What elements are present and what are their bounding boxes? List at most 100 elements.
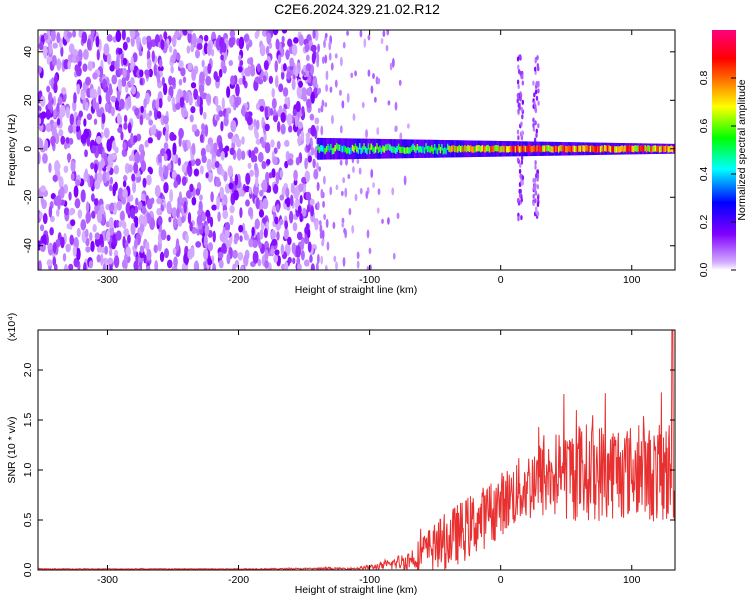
heatmap-cell bbox=[399, 132, 403, 141]
heatmap-cell bbox=[131, 173, 136, 182]
heatmap-cell bbox=[97, 171, 103, 184]
heatmap-cell bbox=[494, 144, 497, 152]
heatmap-cell bbox=[298, 34, 304, 47]
heatmap-cell bbox=[154, 259, 159, 270]
heatmap-cell bbox=[347, 146, 350, 154]
heatmap-cell bbox=[348, 148, 351, 155]
heatmap-cell bbox=[376, 127, 380, 136]
spectrogram-x-ticks: -300 -200 -100 0 100 bbox=[97, 30, 641, 286]
heatmap-cell bbox=[75, 54, 80, 64]
heatmap-cell bbox=[351, 144, 354, 152]
heatmap-cell bbox=[265, 171, 270, 183]
heatmap-cell bbox=[225, 111, 229, 120]
heatmap-cell bbox=[517, 135, 520, 141]
heatmap-cell bbox=[38, 260, 42, 270]
heatmap-cell bbox=[76, 83, 81, 95]
heatmap-cell bbox=[250, 150, 256, 163]
heatmap-cell bbox=[356, 146, 359, 153]
heatmap-cell bbox=[422, 146, 425, 153]
heatmap-cell bbox=[172, 142, 177, 156]
heatmap-cell bbox=[533, 137, 537, 143]
heatmap-cell bbox=[578, 145, 581, 152]
heatmap-cell bbox=[153, 63, 157, 77]
heatmap-cell bbox=[199, 85, 204, 99]
heatmap-cell bbox=[109, 184, 113, 192]
heatmap-cell bbox=[156, 72, 161, 84]
heatmap-cell bbox=[248, 238, 254, 248]
heatmap-cell bbox=[216, 114, 220, 121]
heatmap-cell bbox=[90, 162, 95, 170]
heatmap-cell bbox=[350, 72, 354, 78]
heatmap-cell bbox=[52, 42, 58, 49]
heatmap-cell bbox=[87, 60, 93, 72]
heatmap-cell bbox=[608, 145, 611, 152]
heatmap-cell bbox=[237, 251, 244, 261]
heatmap-cell bbox=[297, 205, 302, 215]
heatmap-cell bbox=[544, 145, 547, 152]
heatmap-cell bbox=[320, 145, 323, 152]
heatmap-cell bbox=[128, 155, 133, 162]
heatmap-cell bbox=[130, 56, 134, 68]
heatmap-cell bbox=[168, 216, 172, 223]
heatmap-cell bbox=[296, 263, 302, 270]
heatmap-cell bbox=[259, 105, 265, 112]
heatmap-cell bbox=[289, 194, 294, 207]
heatmap-cell bbox=[188, 94, 193, 106]
heatmap-cell bbox=[76, 247, 81, 261]
heatmap-cell bbox=[115, 230, 122, 241]
heatmap-cell bbox=[581, 144, 584, 152]
heatmap-cell bbox=[251, 226, 255, 237]
heatmap-cell bbox=[136, 37, 140, 50]
heatmap-cell bbox=[609, 146, 612, 153]
heatmap-cell bbox=[187, 248, 194, 260]
heatmap-cell bbox=[651, 145, 654, 153]
heatmap-cell bbox=[241, 222, 246, 235]
heatmap-cell bbox=[126, 36, 131, 43]
heatmap-cell bbox=[84, 228, 89, 238]
heatmap-cell bbox=[151, 50, 155, 63]
heatmap-cell bbox=[72, 30, 77, 38]
heatmap-cell bbox=[96, 109, 103, 118]
heatmap-cell bbox=[187, 62, 193, 71]
heatmap-cell bbox=[52, 174, 58, 182]
heatmap-cell bbox=[331, 114, 334, 125]
heatmap-cell bbox=[595, 146, 598, 153]
heatmap-cell bbox=[534, 146, 537, 153]
heatmap-cell bbox=[228, 182, 234, 190]
heatmap-cell bbox=[367, 69, 371, 77]
heatmap-cell bbox=[537, 145, 540, 152]
x-tick-label: 0 bbox=[498, 274, 504, 286]
heatmap-cell bbox=[157, 153, 162, 164]
heatmap-cell bbox=[173, 217, 177, 228]
heatmap-cell bbox=[238, 54, 242, 62]
heatmap-cell bbox=[534, 108, 538, 114]
heatmap-cell bbox=[55, 195, 62, 206]
heatmap-cell bbox=[80, 133, 87, 144]
heatmap-cell bbox=[311, 52, 316, 65]
heatmap-cell bbox=[102, 78, 108, 89]
heatmap-cell bbox=[88, 260, 93, 269]
heatmap-cell bbox=[80, 219, 87, 231]
heatmap-cell bbox=[92, 224, 97, 233]
heatmap-cell bbox=[472, 146, 475, 153]
heatmap-cell bbox=[51, 54, 57, 66]
heatmap-cell bbox=[521, 74, 524, 80]
heatmap-cell bbox=[105, 171, 110, 181]
heatmap-cell bbox=[89, 88, 96, 99]
heatmap-cell bbox=[367, 143, 370, 150]
heatmap-cell bbox=[382, 145, 385, 152]
heatmap-cell bbox=[122, 180, 127, 188]
heatmap-cell bbox=[228, 37, 235, 48]
heatmap-cell bbox=[593, 146, 596, 153]
heatmap-cell bbox=[166, 259, 173, 269]
heatmap-cell bbox=[318, 146, 321, 153]
heatmap-cell bbox=[292, 222, 298, 232]
heatmap-cell bbox=[386, 144, 389, 151]
heatmap-cell bbox=[650, 146, 653, 153]
heatmap-cell bbox=[602, 146, 605, 153]
heatmap-cell bbox=[324, 264, 328, 270]
heatmap-cell bbox=[503, 146, 506, 153]
heatmap-cell bbox=[366, 229, 370, 239]
heatmap-cell bbox=[262, 75, 267, 83]
